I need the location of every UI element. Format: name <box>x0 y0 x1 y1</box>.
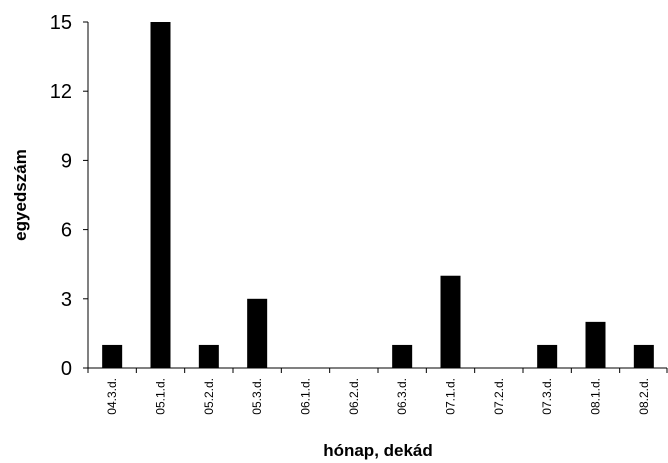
bar <box>150 22 171 368</box>
x-tick-label: 08.2.d. <box>637 378 651 415</box>
bar <box>440 275 461 368</box>
y-tick-label: 15 <box>50 12 72 34</box>
x-tick-label: 07.2.d. <box>492 378 506 415</box>
y-tick-label: 6 <box>61 220 72 242</box>
bar <box>585 321 606 368</box>
bar <box>633 344 654 368</box>
y-tick-label: 3 <box>61 289 72 311</box>
bar <box>392 344 413 368</box>
x-tick-label: 05.1.d. <box>154 378 168 415</box>
x-tick-label: 04.3.d. <box>105 378 119 415</box>
bars <box>102 22 654 368</box>
y-tick-label: 12 <box>50 81 72 103</box>
y-tick-label: 0 <box>61 358 72 380</box>
x-tick-label: 05.3.d. <box>250 378 264 415</box>
x-tick-label: 06.1.d. <box>299 378 313 415</box>
y-axis-title: egyedszám <box>11 149 30 241</box>
bar <box>102 344 123 368</box>
y-axis: 0 3 6 9 12 15 <box>50 12 89 380</box>
x-tick-label: 06.3.d. <box>395 378 409 415</box>
y-tick-label: 9 <box>61 150 72 172</box>
x-tick-label: 08.1.d. <box>589 378 603 415</box>
bar <box>247 298 268 368</box>
bar <box>198 344 219 368</box>
x-axis-title: hónap, dekád <box>323 441 433 460</box>
x-tick-label: 05.2.d. <box>202 378 216 415</box>
x-tick-label: 07.1.d. <box>444 378 458 415</box>
x-tick-label: 06.2.d. <box>347 378 361 415</box>
x-axis: 04.3.d. 05.1.d. 05.2.d. 05.3.d. 06.1.d. 06.2.… <box>87 367 668 415</box>
bar <box>537 344 558 368</box>
x-tick-label: 07.3.d. <box>540 378 554 415</box>
